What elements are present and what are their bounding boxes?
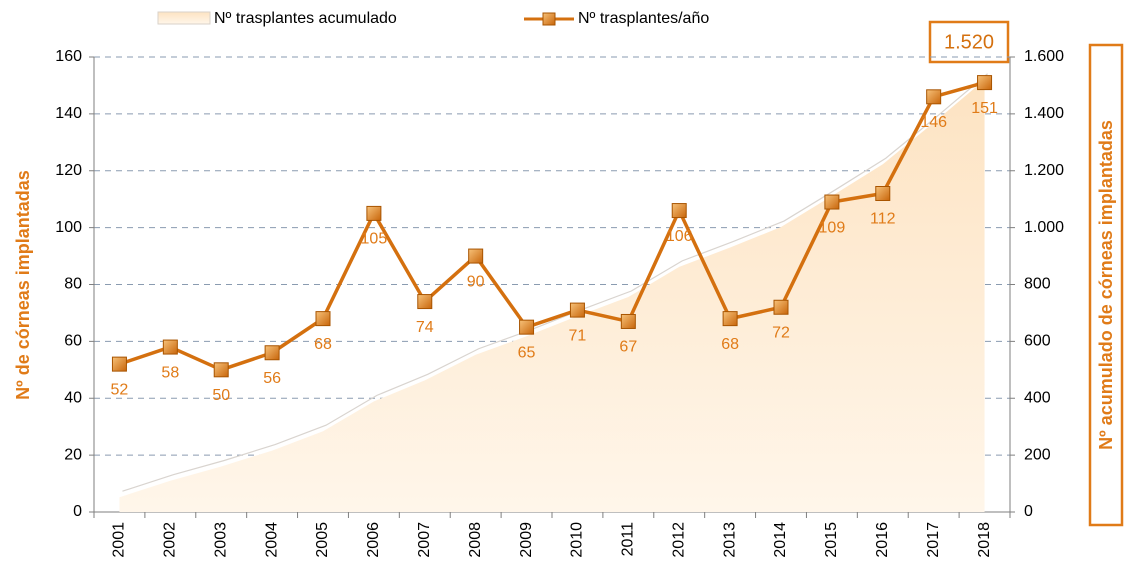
y-tick-label: 100 [55,219,82,236]
data-label: 109 [819,219,846,236]
data-label: 72 [772,324,790,341]
y2-label-box [1088,43,1124,527]
x-tick-label: 2003 [212,522,229,558]
marker [671,203,687,219]
x-tick-label: 2017 [925,522,942,558]
legend-swatch-area [157,11,211,25]
data-label: 56 [263,370,281,387]
marker [722,311,738,327]
x-tick-label: 2016 [874,522,891,558]
data-label: 74 [416,319,434,336]
x-tick-label: 2002 [162,522,179,558]
legend-label: Nº trasplantes/año [578,10,709,27]
x-tick-label: 2005 [314,522,331,558]
marker [875,186,891,201]
y2-tick-label: 0 [1024,503,1033,520]
marker [417,294,433,310]
marker [824,194,840,210]
marker [213,362,229,378]
marker [773,299,789,315]
marker [926,89,942,105]
data-label: 50 [212,387,230,404]
legend-label: Nº trasplantes acumulado [214,10,397,27]
y-tick-label: 0 [73,503,82,520]
y-tick-label: 40 [64,389,82,406]
y-axis-label: Nº de córneas implantadas [13,170,33,400]
x-tick-label: 2010 [569,522,586,558]
data-label: 105 [361,231,388,248]
annotation: 1.520 [944,31,994,53]
x-tick-label: 2015 [823,522,840,558]
x-tick-label: 2006 [365,522,382,558]
y2-tick-label: 400 [1024,389,1051,406]
y-tick-label: 120 [55,162,82,179]
x-tick-label: 2018 [976,522,993,558]
line [118,80,986,372]
marker [468,248,484,264]
y2-axis-label: Nº acumulado de córneas implantadas [1096,120,1116,450]
y-tick-label: 140 [55,105,82,122]
y2-tick-label: 200 [1024,446,1051,463]
y-tick-label: 60 [64,333,82,350]
y2-tick-label: 1.000 [1024,219,1064,236]
y-tick-label: 20 [64,446,82,463]
x-tick-label: 2011 [620,522,637,557]
annotation-box [928,20,1010,64]
data-label: 90 [467,273,485,290]
marker [366,205,382,221]
x-tick-label: 2004 [263,522,280,558]
marker [315,311,331,327]
marker [162,339,178,355]
y2-tick-label: 600 [1024,333,1051,350]
marker [519,319,535,335]
x-tick-label: 2012 [670,522,687,558]
data-label: 58 [161,364,179,381]
data-label: 71 [569,327,587,344]
data-label: 67 [619,339,637,356]
marker [111,356,127,372]
marker [977,75,993,91]
data-label: 112 [870,211,896,228]
y2-tick-label: 1.200 [1024,162,1064,179]
x-tick-label: 2008 [467,522,484,558]
y-tick-label: 80 [64,276,82,293]
marker [264,345,280,361]
data-label: 68 [721,336,739,353]
data-label: 151 [971,100,998,117]
x-tick-label: 2014 [772,522,789,558]
area-outline [122,73,988,492]
x-tick-label: 2007 [416,522,433,558]
data-label: 106 [666,228,693,245]
x-tick-label: 2001 [111,522,128,558]
x-tick-label: 2013 [721,522,738,558]
legend-marker [542,12,556,26]
marker [569,302,585,318]
y-tick-label: 160 [55,48,82,65]
marker [620,313,636,329]
x-tick-label: 2009 [518,522,535,558]
area [119,79,985,512]
data-label: 68 [314,336,332,353]
y2-tick-label: 1.400 [1024,105,1064,122]
y2-tick-label: 1.600 [1024,48,1064,65]
data-label: 146 [920,114,947,131]
data-label: 52 [111,381,129,398]
data-label: 65 [518,344,536,361]
y2-tick-label: 800 [1024,276,1051,293]
